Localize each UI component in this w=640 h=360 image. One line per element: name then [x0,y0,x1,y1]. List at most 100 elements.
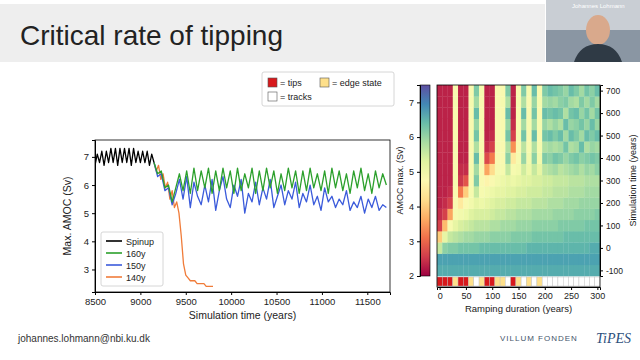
heatmap-cell [479,186,485,198]
heatmap-cell [521,209,527,221]
heatmap-cell [542,130,548,142]
heatmap-cell [469,197,475,209]
heatmap-cell [490,186,496,198]
legend-label: = tracks [280,92,312,102]
series-line [154,163,386,202]
status-cell [542,277,547,286]
heatmap-cell [574,231,580,243]
heatmap-cell [495,152,501,164]
heatmap-cell [558,152,564,164]
tick-mark [600,248,603,249]
heatmap-cell [579,209,585,221]
heatmap-cell [547,209,553,221]
heatmap-cell [511,231,517,243]
heatmap-cell [532,242,538,254]
heatmap-cell [500,141,506,153]
heatmap-cell [479,197,485,209]
heatmap-cell [495,209,501,221]
tick: 2 [409,271,420,281]
heatmap-cell [448,85,454,97]
axis-line [96,293,391,296]
heatmap-cell [437,209,443,221]
heatmap-cell [595,107,600,119]
heatmap-cell [574,130,580,142]
heatmap-cell [542,231,548,243]
status-cell [448,277,453,286]
heatmap-cell [448,119,454,131]
status-cell [474,277,479,286]
status-cell [490,277,495,286]
heatmap-cell [547,107,553,119]
status-cell [511,277,516,286]
heatmap-cell [448,107,454,119]
heatmap-cell [574,152,580,164]
heatmap-cell [558,175,564,187]
heatmap-cell [479,265,485,277]
heatmap-cell [532,220,538,232]
heatmap-cell [537,141,543,153]
heatmap-cell [442,186,448,198]
heatmap-cell [584,130,590,142]
heatmap-cell [542,209,548,221]
tick: 4 [409,202,420,212]
heatmap-cell [568,209,574,221]
tick-label: -100 [606,266,623,276]
heatmap-cell [558,119,564,131]
heatmap-cell [521,164,527,176]
heatmap-cell [532,254,538,266]
heatmap-cell [542,164,548,176]
webcam: Johannes Lohmann [546,0,640,62]
heatmap-cell [500,85,506,97]
email: johannes.lohmann@nbi.ku.dk [17,333,151,344]
tick-label: 7 [409,98,414,108]
heatmap-cell [574,186,580,198]
heatmap-cell [568,96,574,108]
heatmap-cell [563,96,569,108]
heatmap-cell [521,141,527,153]
heatmap-cell [516,141,522,153]
heatmap-cell [574,265,580,277]
tick-label: 100 [606,221,620,231]
heatmap-cell [453,96,459,108]
heatmap-cell [563,175,569,187]
heatmap-cell [553,152,559,164]
heatmap-cell [532,141,538,153]
tick-mark [600,203,603,204]
heatmap-cell [516,197,522,209]
tick-mark [92,185,95,186]
tick-label: 250 [564,291,579,301]
heatmap-cell [521,107,527,119]
heatmap-cell [526,254,532,266]
tick-label: 3 [409,237,414,247]
heatmap-cell [453,220,459,232]
tick: 400 [600,153,620,163]
heatmap-cell [490,164,496,176]
heatmap-cell [505,242,511,254]
heatmap-cell [558,141,564,153]
heatmap-cell [526,209,532,221]
heatmap-cell [516,96,522,108]
heatmap-cell [584,231,590,243]
heatmap-cell [553,96,559,108]
heatmap-cell [479,141,485,153]
heatmap-cell [547,265,553,277]
heatmap-cell [563,130,569,142]
heatmap-cell [511,85,517,97]
heatmap-cell [463,130,469,142]
heatmap-cell [463,164,469,176]
heatmap-cell [474,107,480,119]
heatmap-cell [526,152,532,164]
tick-mark [466,287,467,290]
heatmap-cell [516,265,522,277]
heatmap-cell [553,130,559,142]
heatmap-cell [500,130,506,142]
heatmap-cell [474,164,480,176]
series-line [95,148,154,165]
heatmap-cell [542,107,548,119]
heatmap-cell [532,85,538,97]
heatmap-cell [516,164,522,176]
heatmap-cell [484,96,490,108]
heatmap-cell [553,186,559,198]
heatmap-cell [558,130,564,142]
heatmap-cell [563,107,569,119]
